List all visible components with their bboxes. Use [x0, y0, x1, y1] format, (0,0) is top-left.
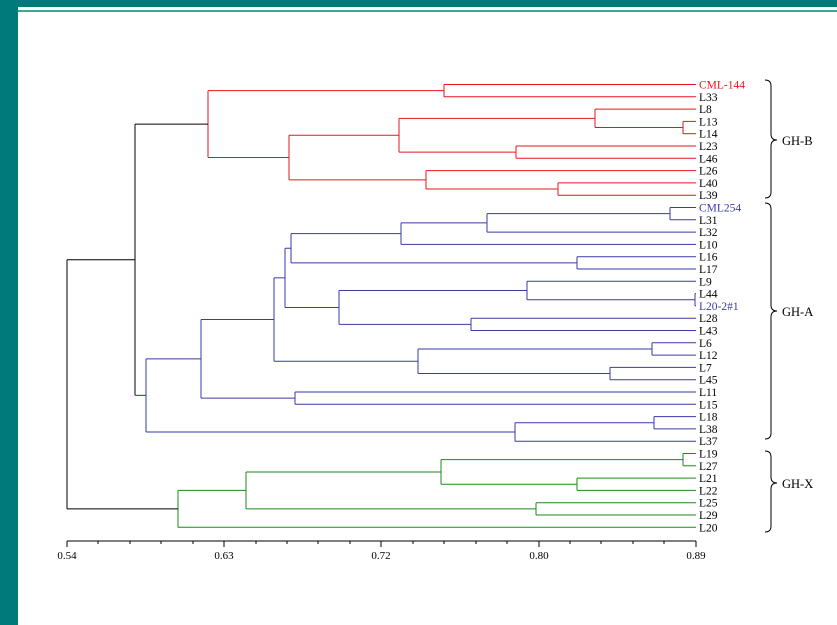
group-label-gh-b: GH-B	[782, 134, 813, 148]
leaf-label: L33	[699, 92, 718, 104]
leaf-label: L31	[699, 215, 718, 227]
leaf-label: L11	[699, 387, 717, 399]
group-label-gh-x: GH-X	[782, 477, 813, 491]
leaf-label: CML254	[699, 203, 741, 215]
leaf-label: L6	[699, 338, 712, 350]
dendrogram-branches	[66, 84, 696, 528]
leaf-label: L44	[699, 289, 718, 301]
leaf-label: L22	[699, 485, 718, 497]
x-tick-label: 0.72	[371, 550, 390, 562]
x-tick-label: 0.63	[214, 550, 234, 562]
leaf-label: L12	[699, 350, 718, 362]
leaf-label: L19	[699, 449, 718, 461]
leaf-label: L20-2#1	[699, 301, 739, 313]
x-tick-label: 0.80	[529, 550, 549, 562]
leaf-label: L20	[699, 522, 718, 534]
leaf-label: L13	[699, 116, 718, 128]
leaf-label: L38	[699, 424, 718, 436]
leaf-label: L7	[699, 362, 712, 374]
leaf-label: L10	[699, 239, 718, 251]
group-label-gh-a: GH-A	[782, 305, 813, 319]
leaf-label: L40	[699, 178, 718, 190]
leaf-label: L17	[699, 264, 718, 276]
slide-frame-left	[0, 0, 18, 625]
group-brackets	[764, 79, 778, 533]
x-axis-tick-labels: 0.54 0.63 0.72 0.80 0.89	[57, 550, 706, 562]
leaf-label: L14	[699, 129, 718, 141]
group-labels: GH-B GH-A GH-X	[782, 134, 813, 491]
leaf-label: L39	[699, 190, 718, 202]
x-tick-label: 0.89	[686, 550, 706, 562]
leaf-label: L18	[699, 412, 718, 424]
leaf-label: L43	[699, 326, 718, 338]
leaf-label: L15	[699, 399, 718, 411]
x-axis	[66, 540, 697, 547]
leaf-labels: CML-144L33L8L13L14L23L46L26L40L39CML254L…	[699, 80, 745, 535]
leaf-label: L45	[699, 375, 718, 387]
bracket-gh-b	[764, 79, 778, 199]
leaf-label: L32	[699, 227, 718, 239]
leaf-label: L21	[699, 473, 718, 485]
leaf-label: L46	[699, 153, 718, 165]
leaf-label: CML-144	[699, 80, 745, 92]
slide-top-rule	[18, 10, 837, 12]
leaf-label: L37	[699, 436, 718, 448]
leaf-label: L16	[699, 252, 718, 264]
leaf-label: L28	[699, 313, 718, 325]
leaf-label: L25	[699, 498, 718, 510]
leaf-label: L29	[699, 510, 718, 522]
bracket-gh-a	[764, 202, 778, 440]
x-tick-label: 0.54	[57, 550, 77, 562]
leaf-label: L26	[699, 166, 718, 178]
leaf-label: L27	[699, 461, 718, 473]
slide-frame-top	[0, 0, 837, 7]
bracket-gh-x	[764, 450, 778, 533]
leaf-label: L23	[699, 141, 718, 153]
leaf-label: L9	[699, 276, 712, 288]
leaf-label: L8	[699, 104, 712, 116]
